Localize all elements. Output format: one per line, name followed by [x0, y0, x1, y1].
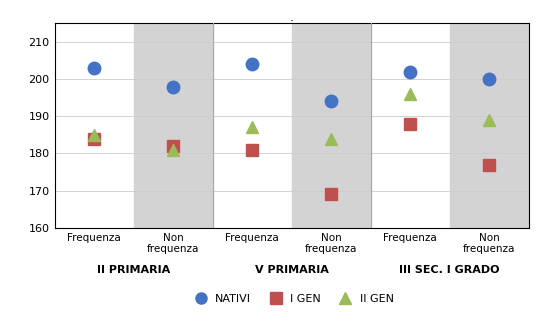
Text: V PRIMARIA: V PRIMARIA	[255, 265, 329, 275]
Text: III SEC. I GRADO: III SEC. I GRADO	[399, 265, 500, 275]
Text: II PRIMARIA: II PRIMARIA	[97, 265, 170, 275]
Title: .: .	[289, 11, 294, 24]
Bar	[134, 23, 213, 228]
Legend: NATIVI, I GEN, II GEN: NATIVI, I GEN, II GEN	[185, 289, 398, 308]
Bar	[450, 23, 529, 228]
Bar	[292, 23, 371, 228]
